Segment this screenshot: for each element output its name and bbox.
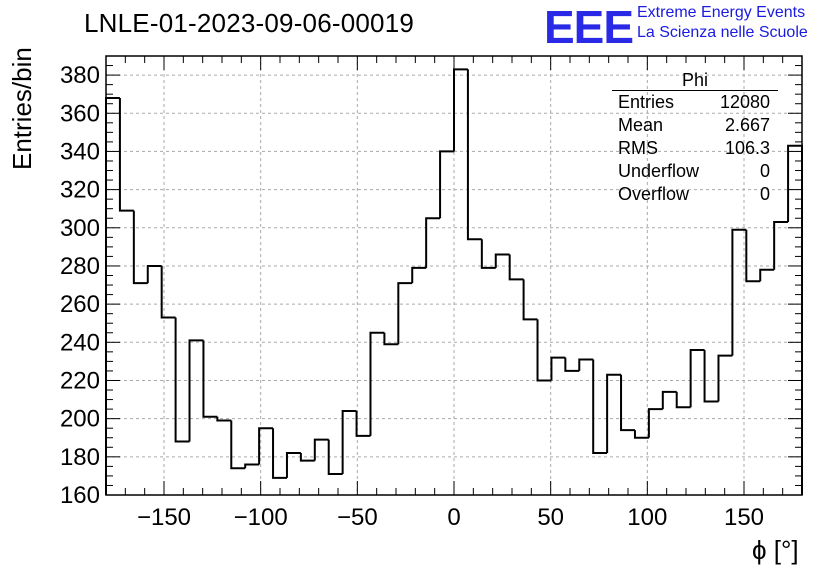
stats-value: 106.3 xyxy=(724,138,770,158)
histogram-bin xyxy=(592,359,608,455)
x-tick-label: −150 xyxy=(137,504,191,531)
y-tick-label: 160 xyxy=(60,482,100,509)
stats-row-mean: Mean 2.667 xyxy=(612,114,778,137)
histogram-bin xyxy=(453,68,468,152)
histogram-bin xyxy=(466,69,482,241)
stats-row-rms: RMS 106.3 xyxy=(612,137,778,160)
y-tick-label: 340 xyxy=(60,138,100,165)
x-tick-label: 0 xyxy=(447,504,460,531)
histogram-bin xyxy=(773,221,789,270)
chart-title: LNLE-01-2023-09-06-00019 xyxy=(84,8,415,38)
stats-row-entries: Entries 12080 xyxy=(612,91,778,114)
histogram-bin xyxy=(522,279,538,321)
histogram-bin xyxy=(369,331,385,436)
histogram-bin xyxy=(689,348,705,408)
histogram-bin xyxy=(160,265,176,319)
y-tick-label: 320 xyxy=(60,177,100,204)
histogram-bin xyxy=(118,97,134,212)
stats-label: Entries xyxy=(618,92,675,112)
histogram-bin xyxy=(258,427,274,465)
histogram-bin xyxy=(132,210,148,285)
histogram-bin xyxy=(299,453,315,462)
histogram-bin xyxy=(341,410,357,475)
stats-value: 0 xyxy=(759,161,770,181)
stats-label: RMS xyxy=(618,138,658,158)
x-tick-label: −50 xyxy=(337,504,378,531)
histogram-bin xyxy=(383,332,399,346)
histogram-bin xyxy=(731,228,747,356)
y-axis-label: Entries/bin xyxy=(7,47,37,170)
tick-labels: −150 −100 −50 0 50 100 150 160 180 200 220 240 260 28… xyxy=(60,62,764,531)
histogram-bin xyxy=(202,340,218,418)
y-tick-label: 360 xyxy=(60,100,100,127)
x-tick-label: −100 xyxy=(234,504,288,531)
histogram-bin xyxy=(174,317,190,443)
logo-line-1: Extreme Energy Events xyxy=(637,4,806,21)
histogram-bin xyxy=(272,428,287,479)
histogram-bin xyxy=(578,358,594,371)
eee-logo: EEE xyxy=(544,1,634,53)
histogram-bin xyxy=(508,254,524,281)
histogram-bin xyxy=(439,150,454,219)
histogram-bin xyxy=(425,217,441,268)
stats-label: Mean xyxy=(618,115,664,135)
histogram-bin xyxy=(188,339,204,442)
y-tick-label: 220 xyxy=(60,367,100,394)
histogram-bin xyxy=(105,96,120,495)
histogram-bin xyxy=(606,373,622,454)
y-tick-label: 300 xyxy=(60,215,100,242)
histogram-bin xyxy=(285,452,301,478)
y-tick-label: 380 xyxy=(60,62,100,89)
logo-line-2: La Scienza nelle Scuole xyxy=(637,24,808,41)
stats-value: 0 xyxy=(759,184,770,204)
x-axis-label: ϕ [°] xyxy=(752,535,799,565)
histogram-bin xyxy=(620,374,635,432)
histogram-bin xyxy=(633,430,649,439)
stats-box: Phi Entries 12080 Mean 2.667 RMS 106.3 U… xyxy=(612,70,778,206)
y-tick-label: 180 xyxy=(60,444,100,471)
x-tick-label: 150 xyxy=(724,504,764,531)
histogram-bin xyxy=(244,463,260,469)
y-tick-label: 260 xyxy=(60,291,100,318)
stats-row-underflow: Underflow 0 xyxy=(612,160,778,183)
histogram-bin xyxy=(717,354,733,402)
y-tick-label: 200 xyxy=(60,406,100,433)
stats-box-title: Phi xyxy=(612,70,778,91)
x-tick-label: 50 xyxy=(537,504,564,531)
x-tick-label: 100 xyxy=(627,504,667,531)
histogram-bin xyxy=(564,357,580,372)
stats-label: Overflow xyxy=(618,184,690,204)
histogram-bin xyxy=(480,239,496,269)
stats-label: Underflow xyxy=(618,161,700,181)
stats-value: 2.667 xyxy=(724,115,770,135)
histogram-bin xyxy=(661,390,677,410)
histogram-bin xyxy=(703,349,719,403)
histogram-bin xyxy=(759,268,775,282)
histogram-bin xyxy=(550,356,566,381)
histogram-bin xyxy=(787,144,803,495)
histogram-bin xyxy=(411,266,427,284)
histogram-bin xyxy=(216,416,232,422)
histogram-bin xyxy=(313,438,329,461)
histogram-bin xyxy=(355,411,371,437)
stats-row-overflow: Overflow 0 xyxy=(612,183,778,206)
y-tick-label: 280 xyxy=(60,253,100,280)
histogram-bin xyxy=(675,391,691,409)
histogram-bin xyxy=(146,264,162,284)
histogram-bin xyxy=(745,229,761,283)
axis-ticks xyxy=(105,55,803,496)
histogram-bin xyxy=(536,319,552,382)
histogram-bin xyxy=(230,420,246,470)
histogram-bin xyxy=(647,408,663,438)
histogram-bin xyxy=(397,282,413,345)
y-tick-label: 240 xyxy=(60,329,100,356)
histogram-bin xyxy=(494,253,510,268)
stats-value: 12080 xyxy=(719,92,770,112)
histogram-bin xyxy=(327,439,343,476)
